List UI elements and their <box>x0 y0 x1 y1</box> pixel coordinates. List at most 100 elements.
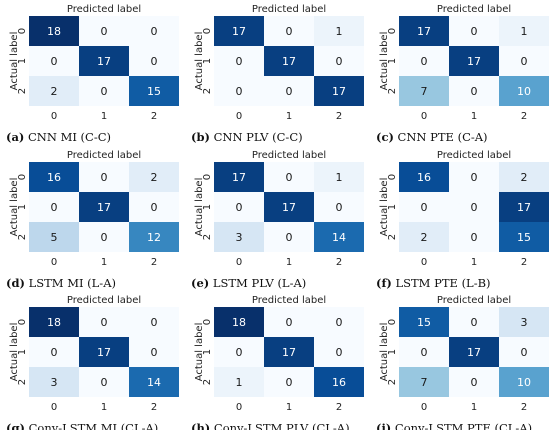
y-tick-label: 2 <box>17 88 28 94</box>
matrix-title: Predicted label <box>437 150 511 161</box>
cell-value: 0 <box>286 376 293 389</box>
y-tick-label: 1 <box>387 58 398 64</box>
caption-letter: (g) <box>6 421 25 430</box>
heatmap-cell <box>449 192 499 222</box>
cell-value: 15 <box>147 85 161 98</box>
heatmap-cell <box>449 367 499 397</box>
y-tick-label: 0 <box>17 28 28 34</box>
cell-value: 0 <box>336 55 343 68</box>
heatmap-cell <box>314 162 364 192</box>
cell-value: 0 <box>286 25 293 38</box>
x-tick-label: 2 <box>521 402 527 413</box>
x-tick-label: 2 <box>521 111 527 122</box>
cell-value: 17 <box>97 346 111 359</box>
x-tick-label: 2 <box>336 111 342 122</box>
cell-value: 0 <box>421 55 428 68</box>
cell-value: 12 <box>147 231 161 244</box>
heatmap-cell <box>264 162 314 192</box>
cell-value: 0 <box>151 201 158 214</box>
y-tick-label: 2 <box>387 379 398 385</box>
y-tick-label: 1 <box>17 349 28 355</box>
heatmap-cell <box>449 76 499 106</box>
cell-value: 7 <box>421 376 428 389</box>
heatmap-cell <box>314 337 364 367</box>
panel-caption: (h) Conv-LSTM PLV (CL-A) <box>191 421 350 430</box>
y-tick-label: 2 <box>17 379 28 385</box>
cell-value: 0 <box>101 231 108 244</box>
y-axis-label: Actual label <box>194 323 205 382</box>
confusion-matrix-5: Predicted label Actual label 16 0 2 0 0 17 2 0 15 0… <box>376 150 549 290</box>
y-tick-label: 0 <box>17 319 28 325</box>
cell-value: 0 <box>336 346 343 359</box>
heatmap-cell <box>449 162 499 192</box>
y-axis-label: Actual label <box>194 32 205 91</box>
heatmap-cell <box>314 307 364 337</box>
y-tick-label: 2 <box>17 234 28 240</box>
heatmap-cell <box>499 337 549 367</box>
heatmap-cell <box>314 367 364 397</box>
heatmap-cell <box>29 337 79 367</box>
cell-value: 18 <box>47 25 61 38</box>
x-tick-label: 2 <box>151 111 157 122</box>
x-tick-label: 1 <box>101 257 107 268</box>
cell-value: 0 <box>471 316 478 329</box>
heatmap-cell <box>129 162 179 192</box>
cell-value: 18 <box>232 316 246 329</box>
heatmap-cell <box>129 337 179 367</box>
panel-caption: (c) CNN PTE (C-A) <box>376 130 488 144</box>
heatmap-cell <box>264 307 314 337</box>
x-tick-label: 0 <box>421 257 427 268</box>
heatmap-cell <box>214 367 264 397</box>
y-axis-label: Actual label <box>9 323 20 382</box>
heatmap-cell <box>264 46 314 76</box>
cell-value: 0 <box>336 316 343 329</box>
heatmap-cell <box>29 307 79 337</box>
cell-value: 0 <box>336 201 343 214</box>
heatmap-cell <box>449 16 499 46</box>
cell-value: 17 <box>282 55 296 68</box>
cell-value: 7 <box>421 85 428 98</box>
heatmap-cell <box>264 76 314 106</box>
heatmap-cell <box>499 192 549 222</box>
cell-value: 0 <box>421 201 428 214</box>
cell-value: 16 <box>417 171 431 184</box>
cell-value: 0 <box>151 55 158 68</box>
y-tick-label: 1 <box>202 58 213 64</box>
cell-value: 3 <box>236 231 243 244</box>
cell-value: 0 <box>101 85 108 98</box>
heatmap-cell <box>79 192 129 222</box>
y-tick-label: 0 <box>202 28 213 34</box>
panel-caption: (i) Conv-LSTM PTE (CL-A) <box>376 421 532 430</box>
y-tick-label: 1 <box>17 58 28 64</box>
panel-caption: (e) LSTM PLV (L-A) <box>191 276 306 290</box>
heatmap-cell <box>399 16 449 46</box>
caption-text: Conv-LSTM PLV (CL-A) <box>210 421 349 430</box>
caption-letter: (i) <box>376 421 391 430</box>
x-tick-label: 0 <box>421 402 427 413</box>
heatmap-cell <box>214 337 264 367</box>
heatmap-cell <box>499 76 549 106</box>
x-tick-label: 2 <box>151 257 157 268</box>
x-tick-label: 0 <box>51 257 57 268</box>
cell-value: 3 <box>521 316 528 329</box>
cell-value: 14 <box>332 231 346 244</box>
x-tick-label: 2 <box>336 402 342 413</box>
cell-value: 3 <box>51 376 58 389</box>
cell-value: 5 <box>51 231 58 244</box>
cell-value: 16 <box>47 171 61 184</box>
y-tick-label: 2 <box>387 88 398 94</box>
cell-value: 17 <box>332 85 346 98</box>
panel-caption: (b) CNN PLV (C-C) <box>191 130 303 144</box>
x-tick-label: 0 <box>236 257 242 268</box>
x-tick-label: 2 <box>151 402 157 413</box>
heatmap-cell <box>214 307 264 337</box>
cell-value: 0 <box>471 25 478 38</box>
heatmap-cell <box>264 16 314 46</box>
y-axis-label: Actual label <box>379 178 390 237</box>
x-tick-label: 1 <box>101 111 107 122</box>
y-tick-label: 0 <box>387 319 398 325</box>
y-tick-label: 2 <box>202 379 213 385</box>
heatmap-cell <box>79 76 129 106</box>
